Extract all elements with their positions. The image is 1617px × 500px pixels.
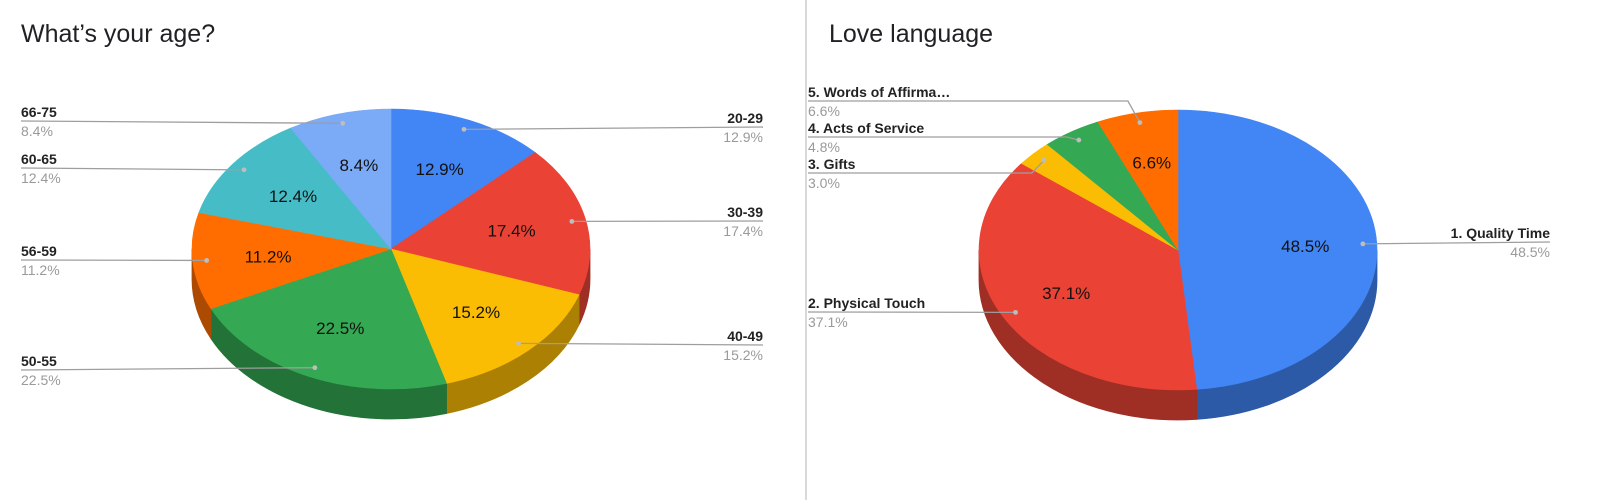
leader-line-66-75	[20, 120, 343, 124]
leader-line-4-acts-of-service	[808, 136, 1079, 141]
legend-name-40-49: 40-49	[727, 328, 763, 344]
slice-label-2-physical-touch: 37.1%	[1042, 284, 1090, 303]
slice-label-56-59: 11.2%	[245, 248, 292, 267]
slice-label-20-29: 12.9%	[416, 160, 464, 179]
legend-pct-20-29: 12.9%	[723, 129, 763, 145]
leader-dot-40-49	[516, 340, 521, 346]
age-chart-title: What’s your age?	[21, 20, 216, 48]
legend-pct-56-59: 11.2%	[21, 262, 60, 278]
leader-dot-50-55	[312, 365, 318, 371]
legend-name-4-acts-of-service: 4. Acts of Service	[808, 120, 924, 136]
leader-dot-66-75	[340, 120, 346, 126]
slice-label-30-39: 17.4%	[487, 222, 535, 241]
legend-pct-40-49: 15.2%	[723, 347, 763, 363]
legend-name-2-physical-touch: 2. Physical Touch	[808, 295, 925, 311]
leader-dot-1-quality-time	[1360, 241, 1366, 247]
age-chart-panel: What’s your age? 12.9% 17.4% 15.2% 22.5% 11.…	[0, 0, 805, 500]
legend-name-66-75: 66-75	[21, 104, 57, 120]
legend-name-60-65: 60-65	[21, 151, 57, 167]
legend-name-3-gifts: 3. Gifts	[808, 156, 856, 172]
slice-label-66-75: 8.4%	[339, 156, 378, 175]
leader-dot-30-39	[569, 218, 575, 224]
leader-line-5-words-of-affirma	[808, 100, 1141, 123]
leader-dot-3-gifts	[1041, 157, 1047, 163]
panel-divider	[805, 0, 807, 500]
legend-name-50-55: 50-55	[21, 353, 57, 369]
pie-slice-30-39	[390, 152, 591, 296]
pie-slice-60-65	[198, 127, 392, 250]
leader-line-60-65	[20, 167, 245, 171]
leader-dot-4-acts-of-service	[1076, 137, 1082, 143]
legend-pct-60-65: 12.4%	[21, 170, 61, 186]
slice-label-50-55: 22.5%	[316, 319, 364, 338]
pie-slice-2-physical-touch	[978, 163, 1198, 391]
legend-pct-2-physical-touch: 37.1%	[808, 314, 848, 330]
leader-dot-2-physical-touch	[1013, 309, 1018, 315]
slice-label-1-quality-time: 48.5%	[1281, 237, 1329, 256]
slice-label-60-65: 12.4%	[269, 187, 317, 206]
legend-pct-4-acts-of-service: 4.8%	[808, 139, 840, 155]
leader-dot-5-words-of-affirma	[1137, 120, 1143, 125]
leader-line-1-quality-time	[1362, 241, 1551, 245]
love-language-chart-title: Love language	[829, 20, 994, 48]
leader-line-3-gifts	[808, 159, 1045, 174]
legend-name-20-29: 20-29	[727, 110, 763, 126]
pie-slice-40-49	[390, 248, 580, 384]
leader-line-20-29	[463, 126, 764, 130]
legend-pct-5-words-of-affirma: 6.6%	[808, 103, 840, 119]
legend-name-5-words-of-affirma: 5. Words of Affirma…	[808, 84, 950, 100]
legend-name-30-39: 30-39	[727, 204, 763, 220]
pie-slice-50-55	[210, 248, 447, 390]
legend-pct-30-39: 17.4%	[723, 223, 763, 239]
leader-dot-56-59	[204, 258, 210, 263]
pie-slices	[191, 108, 591, 390]
pie-slice-66-75	[290, 108, 392, 250]
pie-slices	[978, 109, 1378, 391]
leader-dot-60-65	[241, 167, 247, 173]
age-pie-chart: 12.9% 17.4% 15.2% 22.5% 11.2% 12.4% 8.4% 20-29 1…	[20, 104, 764, 420]
slice-label-40-49: 15.2%	[452, 303, 500, 322]
pie-slice-56-59	[191, 212, 393, 309]
legend-pct-50-55: 22.5%	[21, 372, 61, 388]
leader-line-50-55	[20, 367, 315, 371]
leader-line-40-49	[518, 342, 764, 346]
legend-pct-66-75: 8.4%	[21, 123, 53, 139]
love-language-chart-panel: Love language 48.5% 37.1% 6.6% 1. Quality T…	[808, 0, 1617, 500]
love-language-pie-chart: 48.5% 37.1% 6.6% 1. Quality Time 48.5% 2. Phy…	[808, 84, 1551, 421]
legend-pct-1-quality-time: 48.5%	[1510, 244, 1550, 260]
legend-pct-3-gifts: 3.0%	[808, 175, 840, 191]
legend-name-56-59: 56-59	[21, 243, 57, 259]
pie-slice-20-29	[390, 108, 536, 250]
pie-slice-5-words-of-affirma	[1097, 109, 1179, 252]
legend-name-1-quality-time: 1. Quality Time	[1451, 225, 1551, 241]
slice-label-5-words-of-affirma: 6.6%	[1132, 153, 1171, 172]
leader-dot-20-29	[461, 126, 467, 132]
